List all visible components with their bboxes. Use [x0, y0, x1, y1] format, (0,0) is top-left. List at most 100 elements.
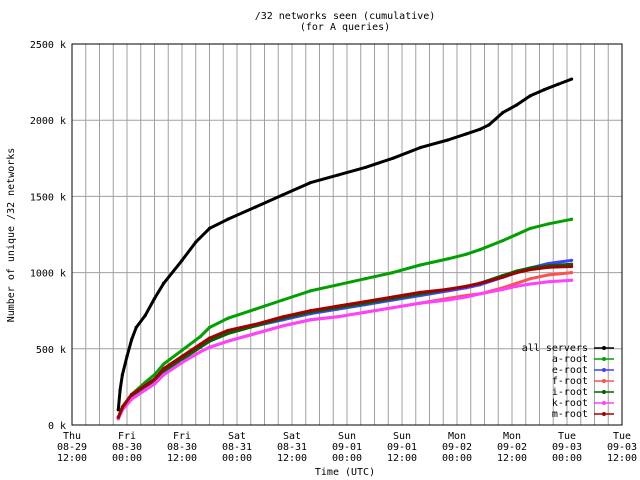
- x-tick-label: 00:00: [222, 453, 252, 464]
- data-point: [152, 373, 157, 377]
- x-tick-label: Thu: [63, 431, 81, 442]
- data-point: [162, 373, 166, 377]
- axes: 0 k 500 k 1000 k 1500 k 2000 k 2500 k Thu08-29…: [30, 40, 637, 464]
- data-point: [198, 335, 202, 339]
- chart-title: /32 networks seen (cumulative): [255, 11, 436, 22]
- x-tick-label: Sat: [283, 431, 301, 442]
- data-point: [363, 277, 367, 281]
- x-tick-label: Mon: [503, 431, 521, 442]
- data-point: [501, 238, 505, 243]
- data-point: [501, 110, 505, 115]
- x-tick-label: 00:00: [112, 453, 142, 464]
- data-point: [281, 298, 285, 302]
- data-point: [152, 296, 157, 301]
- data-point: [363, 299, 367, 304]
- legend-marker: [602, 357, 606, 361]
- x-tick-label: Tue: [558, 431, 576, 442]
- data-point: [391, 306, 395, 310]
- x-tick-label: 00:00: [552, 453, 582, 464]
- x-tick-label: 08-30: [167, 442, 197, 453]
- data-point: [528, 94, 532, 98]
- data-point: [226, 331, 230, 336]
- data-point: [129, 338, 134, 342]
- legend-label: e-root: [552, 365, 588, 376]
- data-point: [391, 156, 395, 160]
- legend-marker: [602, 379, 606, 383]
- data-point: [226, 328, 230, 333]
- data-point: [207, 325, 212, 330]
- data-point: [308, 309, 312, 313]
- x-tick-label: 08-31: [222, 442, 252, 453]
- data-point: [308, 289, 312, 293]
- x-tick-label: 12:00: [277, 453, 307, 464]
- data-point: [152, 377, 157, 381]
- x-tick-label: 09-03: [607, 442, 637, 453]
- x-tick-label: 08-30: [112, 442, 142, 453]
- x-tick-label: 12:00: [607, 453, 637, 464]
- legend-marker: [602, 412, 606, 416]
- data-point: [226, 339, 230, 343]
- y-tick-label: 0 k: [48, 421, 66, 432]
- data-point: [547, 222, 551, 226]
- data-point: [547, 280, 551, 284]
- data-point: [418, 290, 422, 295]
- data-point: [129, 397, 134, 401]
- data-point: [478, 281, 482, 285]
- data-point: [253, 322, 257, 327]
- data-point: [180, 354, 184, 359]
- data-point: [478, 127, 482, 131]
- legend-marker: [602, 390, 606, 394]
- legend: all serversa-roote-rootf-rooti-rootk-roo…: [522, 343, 614, 420]
- data-point: [226, 217, 230, 221]
- x-tick-label: 00:00: [442, 453, 472, 464]
- data-point: [418, 301, 422, 305]
- data-point: [152, 382, 157, 386]
- legend-label: k-root: [552, 398, 588, 409]
- data-point: [281, 315, 285, 319]
- data-point: [528, 267, 532, 272]
- data-point: [446, 287, 450, 291]
- grid-lines: [72, 44, 622, 425]
- data-point: [569, 258, 574, 263]
- legend-label: a-root: [552, 354, 588, 365]
- data-point: [569, 278, 574, 282]
- x-tick-label: 12:00: [57, 453, 87, 464]
- data-point: [118, 388, 122, 392]
- y-tick-label: 500 k: [36, 345, 66, 356]
- data-point: [464, 132, 468, 136]
- x-tick-label: 09-01: [387, 442, 417, 453]
- data-point: [478, 248, 482, 252]
- data-point: [514, 232, 519, 237]
- x-tick-label: 12:00: [387, 453, 417, 464]
- x-tick-label: Tue: [613, 431, 631, 442]
- x-tick-label: Fri: [118, 431, 136, 442]
- x-tick-label: 09-02: [497, 442, 527, 453]
- data-point: [336, 315, 340, 319]
- data-point: [464, 295, 468, 299]
- data-point: [391, 295, 395, 299]
- x-tick-label: 08-31: [277, 442, 307, 453]
- data-point: [308, 318, 312, 322]
- data-point: [281, 193, 285, 197]
- legend-marker: [602, 401, 606, 405]
- legend-label: f-root: [552, 376, 588, 387]
- data-point: [446, 298, 450, 302]
- data-point: [556, 82, 560, 86]
- data-point: [464, 284, 468, 288]
- data-point: [120, 373, 125, 377]
- plot-frame: [71, 43, 623, 426]
- data-point: [569, 77, 574, 81]
- y-tick-label: 2500 k: [30, 40, 66, 51]
- data-point: [514, 284, 519, 288]
- data-point: [253, 205, 257, 209]
- data-point: [501, 287, 505, 291]
- data-point: [207, 336, 212, 340]
- x-tick-label: Sun: [393, 431, 411, 442]
- data-point: [162, 281, 166, 285]
- data-point: [487, 123, 491, 127]
- data-point: [446, 257, 450, 261]
- data-point: [547, 265, 551, 269]
- data-point: [514, 103, 519, 107]
- series-lines: [116, 77, 574, 421]
- y-axis-label: Number of unique /32 networks: [6, 148, 17, 323]
